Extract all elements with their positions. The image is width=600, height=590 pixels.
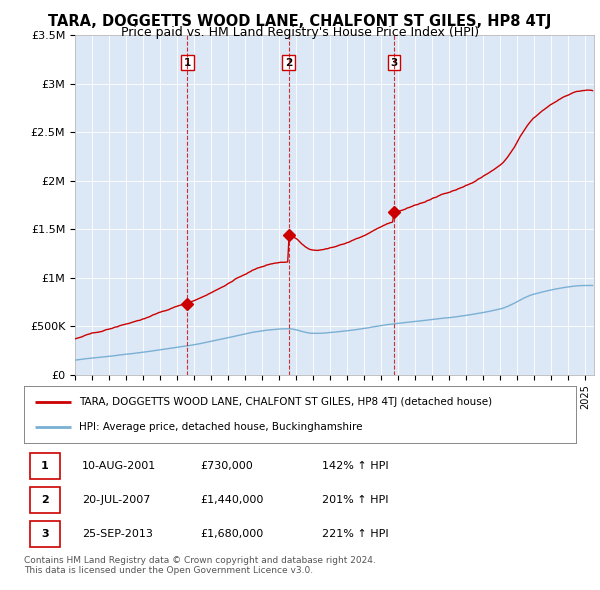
Text: 2: 2 [285, 58, 292, 67]
Text: TARA, DOGGETTS WOOD LANE, CHALFONT ST GILES, HP8 4TJ (detached house): TARA, DOGGETTS WOOD LANE, CHALFONT ST GI… [79, 397, 493, 407]
Text: 142% ↑ HPI: 142% ↑ HPI [322, 461, 389, 471]
FancyBboxPatch shape [29, 521, 60, 547]
Text: 25-SEP-2013: 25-SEP-2013 [82, 529, 153, 539]
FancyBboxPatch shape [29, 487, 60, 513]
Text: 10-AUG-2001: 10-AUG-2001 [82, 461, 156, 471]
Text: 201% ↑ HPI: 201% ↑ HPI [322, 495, 389, 505]
Text: Contains HM Land Registry data © Crown copyright and database right 2024.: Contains HM Land Registry data © Crown c… [24, 556, 376, 565]
Text: 20-JUL-2007: 20-JUL-2007 [82, 495, 151, 505]
Text: 3: 3 [390, 58, 397, 67]
Text: £1,440,000: £1,440,000 [200, 495, 264, 505]
Text: £730,000: £730,000 [200, 461, 253, 471]
Text: 1: 1 [41, 461, 49, 471]
Text: £1,680,000: £1,680,000 [200, 529, 264, 539]
Text: HPI: Average price, detached house, Buckinghamshire: HPI: Average price, detached house, Buck… [79, 422, 362, 432]
Text: Price paid vs. HM Land Registry's House Price Index (HPI): Price paid vs. HM Land Registry's House … [121, 26, 479, 39]
Text: 3: 3 [41, 529, 49, 539]
Text: 2: 2 [41, 495, 49, 505]
Text: This data is licensed under the Open Government Licence v3.0.: This data is licensed under the Open Gov… [24, 566, 313, 575]
Text: TARA, DOGGETTS WOOD LANE, CHALFONT ST GILES, HP8 4TJ: TARA, DOGGETTS WOOD LANE, CHALFONT ST GI… [49, 14, 551, 29]
Text: 221% ↑ HPI: 221% ↑ HPI [322, 529, 389, 539]
Text: 1: 1 [184, 58, 191, 67]
FancyBboxPatch shape [29, 453, 60, 479]
